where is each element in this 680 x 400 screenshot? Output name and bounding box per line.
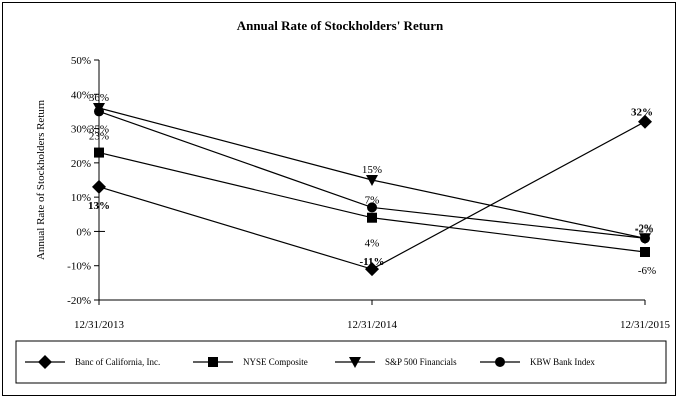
- legend-marker: [495, 357, 505, 367]
- series-layer: [92, 103, 652, 277]
- legend-label: NYSE Composite: [243, 357, 308, 367]
- data-point: [94, 147, 104, 158]
- data-label: -11%: [359, 256, 384, 268]
- x-tick-label: 12/31/2014: [347, 319, 398, 331]
- legend-marker: [38, 355, 52, 369]
- data-label: -2%: [635, 223, 653, 235]
- legend-marker: [349, 357, 361, 368]
- data-label: 7%: [365, 194, 380, 206]
- chart-frame: [2, 2, 676, 396]
- y-axis-label: Annual Rate of Stockholders Return: [35, 99, 47, 260]
- y-tick-label: -20%: [67, 295, 91, 307]
- y-tick-label: -10%: [67, 261, 91, 273]
- legend-label: KBW Bank Index: [530, 357, 595, 367]
- data-labels: 13%-11%32%23%4%-6%36%15%-2%35%7%-2%: [88, 92, 656, 277]
- y-tick-label: 30%: [71, 124, 91, 136]
- data-label: -6%: [638, 265, 656, 277]
- data-label: 35%: [89, 123, 109, 135]
- data-point: [640, 233, 650, 244]
- data-point: [638, 114, 652, 129]
- x-tick-label: 12/31/2013: [74, 319, 125, 331]
- data-point: [365, 262, 379, 277]
- data-label: 32%: [631, 107, 653, 119]
- legend-item: NYSE Composite: [193, 357, 308, 367]
- data-label: 23%: [89, 131, 109, 143]
- data-label: 13%: [88, 200, 110, 212]
- series-square: [94, 147, 650, 257]
- legend-item: KBW Bank Index: [480, 357, 595, 367]
- y-tick-label: 50%: [71, 55, 91, 67]
- data-label: 36%: [89, 92, 109, 104]
- data-point: [366, 175, 378, 186]
- y-tick-label: 40%: [71, 89, 91, 101]
- data-point: [92, 179, 106, 194]
- series-diamond: [92, 114, 652, 277]
- x-tick-label: 12/31/2015: [620, 319, 671, 331]
- data-label: 4%: [365, 238, 380, 250]
- legend-item: S&P 500 Financials: [335, 357, 457, 368]
- chart-title: Annual Rate of Stockholders' Return: [237, 18, 444, 33]
- data-label: -2%: [635, 222, 653, 234]
- legend-label: Banc of California, Inc.: [75, 357, 160, 367]
- legend-label: S&P 500 Financials: [385, 357, 457, 367]
- y-tick-label: 0%: [76, 226, 91, 238]
- data-point: [94, 106, 104, 117]
- legend-item: Banc of California, Inc.: [25, 355, 160, 369]
- data-label: 15%: [362, 164, 382, 176]
- y-tick-label: 20%: [71, 158, 91, 170]
- y-tick-label: 10%: [71, 192, 91, 204]
- axes: -20% -10% 0% 10% 20% 30% 40% 50% 12/31/2013 12/31…: [67, 55, 670, 331]
- data-point: [367, 212, 377, 223]
- data-point: [367, 202, 377, 213]
- series-circle: [94, 106, 650, 244]
- data-point: [640, 247, 650, 257]
- legend-marker: [208, 357, 218, 367]
- legend: Banc of California, Inc. NYSE Composite S&…: [25, 355, 595, 369]
